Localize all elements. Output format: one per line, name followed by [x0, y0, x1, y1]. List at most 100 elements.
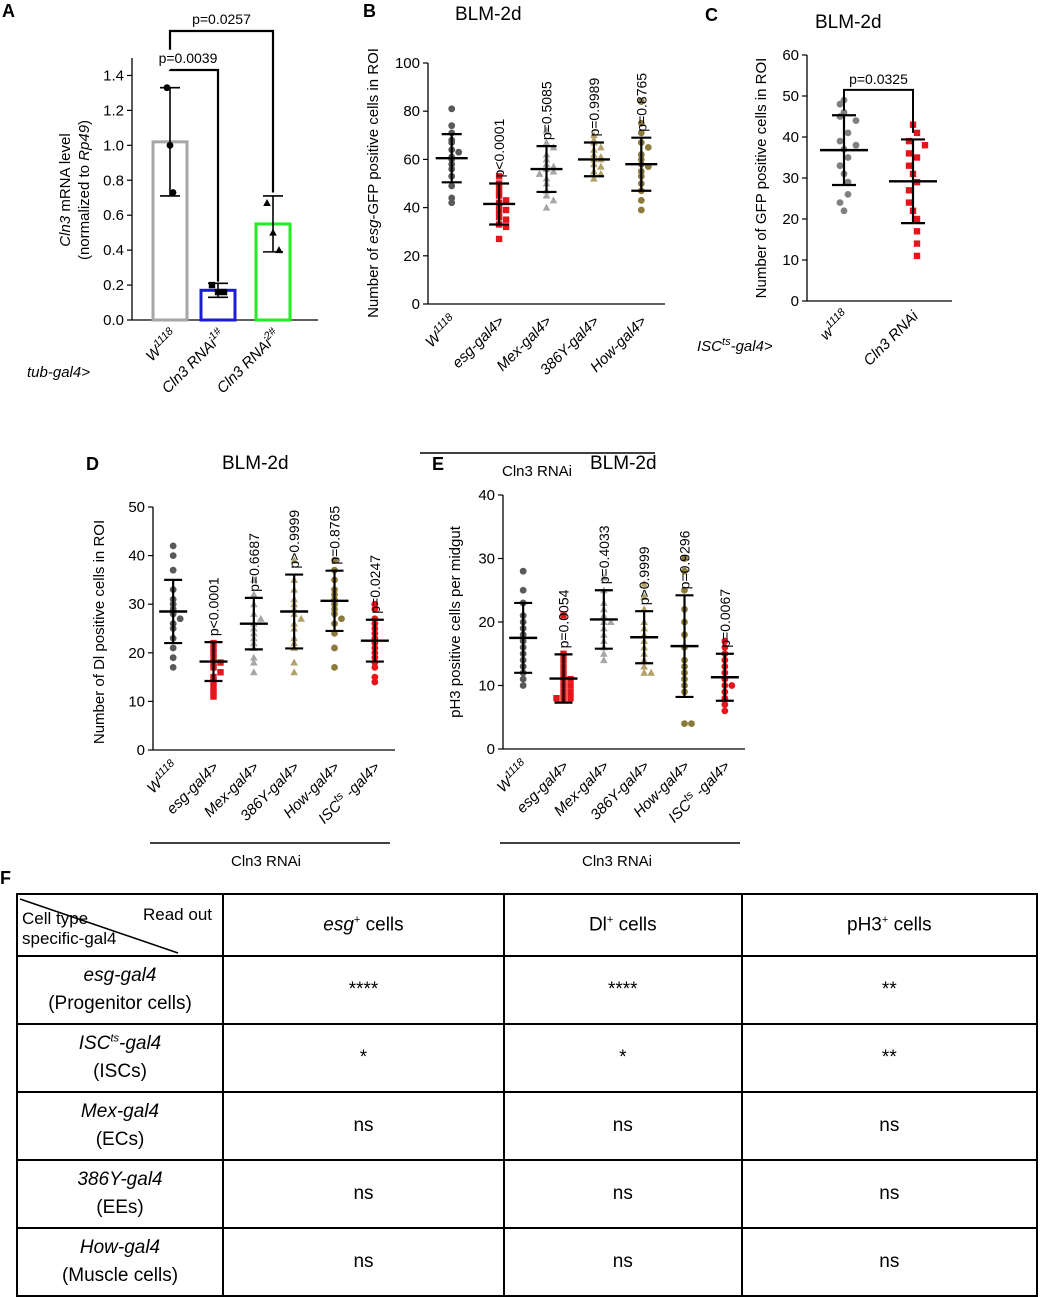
data-point-b — [542, 126, 551, 134]
y-tick-label-d: 30 — [128, 596, 145, 613]
data-point-b — [502, 223, 510, 231]
y-axis-label-b: Number of esg-GFP positive cells in ROI — [365, 48, 382, 318]
row-header: esg-gal4 (Progenitor cells) — [16, 955, 224, 1025]
data-point-b — [535, 169, 544, 177]
y-axis-label-c: Number of GFP positive cells in ROI — [753, 58, 770, 299]
y-tick-label-e: 20 — [478, 614, 495, 631]
data-point-d — [169, 663, 177, 671]
y-tick-label-a: 1.2 — [103, 102, 124, 119]
data-point-d — [210, 688, 217, 695]
data-point-b — [590, 174, 598, 182]
data-point-a — [220, 288, 228, 296]
data-point-c — [840, 207, 848, 215]
data-point-e — [640, 668, 648, 676]
data-point-e — [721, 637, 729, 645]
data-point-e — [681, 720, 688, 727]
y-tick-label-a: 0.2 — [103, 277, 124, 294]
y-tick-label-b: 20 — [403, 248, 420, 265]
data-point-c — [913, 129, 921, 137]
table-header-row: Read out Cell type specific-gal4 esg+ cel… — [16, 893, 1039, 957]
data-point-c — [844, 154, 852, 161]
data-point-d — [169, 654, 177, 662]
data-point-d — [371, 600, 379, 608]
category-label-c: w1118 — [816, 306, 854, 344]
table-cell: * — [502, 1023, 743, 1093]
data-point-c — [913, 240, 921, 247]
data-point-b — [597, 169, 605, 177]
data-point-c — [905, 150, 913, 157]
data-point-e — [600, 649, 608, 657]
row-header: Mex-gal4 (ECs) — [16, 1091, 224, 1161]
data-point-b — [590, 131, 598, 139]
y-tick-label-b: 0 — [412, 296, 420, 313]
data-point-c — [836, 113, 844, 120]
panel-letter-a: A — [2, 1, 15, 21]
y-tick-label-d: 0 — [137, 742, 145, 759]
chart-c: BLM-2d 0 10 20 30 40 50 60 w1118 Cln3 RNAi p=0.032… — [697, 12, 952, 369]
data-point-d — [338, 615, 345, 623]
data-point-c — [913, 252, 921, 260]
corner-diagonal — [19, 898, 179, 954]
data-point-c — [852, 141, 860, 149]
data-point-b — [597, 143, 605, 151]
data-point-d — [290, 556, 298, 564]
data-point-d — [371, 663, 379, 671]
significance-label-c: p=0.0325 — [849, 71, 908, 87]
data-point-b — [549, 196, 558, 204]
data-point-a — [269, 228, 277, 236]
y-axis-label-a: Cln3 mRNA level — [57, 133, 74, 246]
data-point-a — [214, 288, 222, 296]
y-tick-label-b: 60 — [403, 151, 420, 168]
data-point-b — [448, 199, 456, 207]
table-row: ISCts-gal4 (ISCs) * * ** — [16, 1023, 1039, 1093]
category-label-a: Cln3 RNAi2# — [212, 325, 284, 397]
table-cell: ns — [502, 1227, 743, 1297]
data-point-e — [640, 662, 648, 670]
data-point-e — [560, 612, 567, 619]
y-tick-label-a: 0.6 — [103, 207, 124, 224]
data-point-e — [567, 695, 574, 702]
category-label-c: Cln3 RNAi — [860, 307, 922, 369]
chart-e: BLM-2d010203040W1118p=0.0054esg-gal4>p=0… — [447, 453, 745, 868]
data-point-d — [371, 605, 379, 613]
data-point-d — [297, 614, 305, 622]
table-cell: **** — [502, 955, 743, 1025]
data-point-e — [600, 656, 608, 664]
data-point-a — [166, 141, 174, 149]
data-point-d — [217, 669, 224, 676]
data-point-e — [567, 682, 574, 689]
chart-title-d: BLM-2d — [222, 453, 289, 474]
data-point-a — [163, 84, 171, 92]
category-label-d: W1118 — [142, 757, 182, 797]
data-point-d — [331, 663, 338, 671]
data-point-e — [607, 618, 615, 625]
data-point-b — [542, 138, 551, 146]
panel-letter-d: D — [86, 454, 99, 474]
data-point-e — [640, 579, 648, 587]
y-tick-label-b: 40 — [403, 200, 420, 217]
data-point-b — [502, 216, 510, 223]
p-value-label-b: p<0.0001 — [491, 119, 507, 178]
y-tick-label-d: 10 — [128, 693, 145, 710]
chart-title-b: BLM-2d — [455, 4, 522, 25]
data-point-b — [502, 197, 510, 204]
data-point-e — [688, 720, 695, 727]
data-point-c — [844, 191, 852, 198]
data-point-b — [637, 129, 645, 137]
data-point-d — [371, 673, 379, 681]
category-label-b: W1118 — [421, 311, 461, 351]
y-tick-label-c: 0 — [791, 293, 799, 310]
y-axis-label-e: pH3 positive cells per midgut — [447, 525, 464, 718]
data-point-b — [637, 196, 645, 204]
data-point-c — [905, 162, 913, 169]
data-point-c — [913, 154, 921, 161]
data-point-d — [331, 557, 338, 564]
table-cell: **** — [222, 955, 505, 1025]
data-point-d — [371, 678, 379, 686]
column-header-esg: esg+ cells — [222, 893, 505, 957]
data-point-c — [905, 137, 913, 145]
data-point-d — [257, 614, 265, 622]
data-point-d — [250, 653, 258, 661]
table-cell: ns — [222, 1227, 505, 1297]
